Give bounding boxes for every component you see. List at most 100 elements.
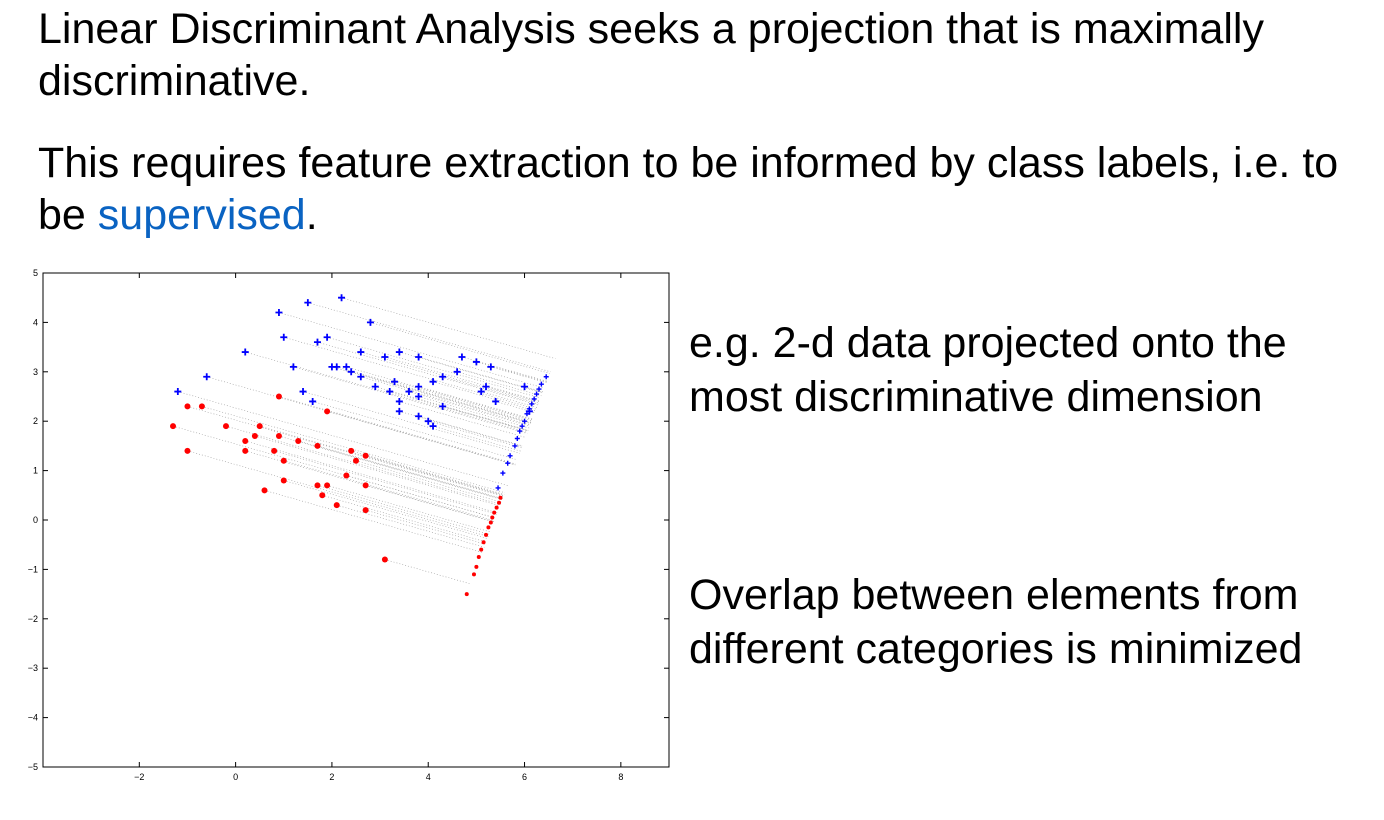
- projected-red-point: [484, 532, 489, 537]
- projected-red-point: [481, 540, 486, 545]
- class-blue-point: [366, 318, 374, 326]
- y-tick-label: 2: [33, 416, 38, 426]
- class-red-point: [314, 482, 321, 489]
- class-blue-point: [174, 388, 182, 396]
- class-blue-point: [453, 368, 461, 376]
- class-blue-point: [203, 373, 211, 381]
- class-red-point: [319, 492, 326, 499]
- class-blue-point: [415, 383, 423, 391]
- class-blue-point: [395, 348, 403, 356]
- projection-guide-line: [322, 495, 487, 543]
- projected-blue-point: [514, 435, 520, 441]
- projection-guide-line: [177, 391, 508, 486]
- class-blue-point: [415, 412, 423, 420]
- projection-guide-line: [384, 559, 471, 585]
- class-blue-point: [391, 378, 399, 386]
- projection-guide-line: [389, 391, 529, 432]
- class-blue-point: [328, 363, 336, 371]
- class-red-point: [362, 452, 369, 459]
- projection-guide-line: [293, 366, 528, 434]
- projection-guide-line: [418, 415, 523, 447]
- projected-red-point: [494, 505, 499, 510]
- plot-frame: [42, 272, 670, 768]
- projection-guide-line: [341, 297, 556, 359]
- projection-guide-line: [317, 445, 503, 499]
- class-blue-point: [381, 353, 389, 361]
- projection-guide-line: [365, 455, 505, 496]
- class-blue-point: [313, 338, 321, 346]
- projection-guide-line: [351, 371, 532, 424]
- class-red-point: [295, 437, 302, 444]
- class-red-point: [271, 447, 278, 454]
- projection-guide-line: [327, 336, 541, 399]
- overlap-note: Overlap between elements from different …: [689, 571, 1303, 673]
- class-red-point: [275, 393, 282, 400]
- class-blue-point: [299, 388, 307, 396]
- class-blue-point: [323, 333, 331, 341]
- projection-guide-line: [457, 371, 542, 397]
- projection-guide-line: [495, 401, 536, 413]
- projected-blue-point: [543, 374, 549, 380]
- class-blue-point: [304, 299, 312, 307]
- projected-blue-point: [517, 428, 523, 434]
- projected-red-point: [498, 495, 503, 500]
- class-blue-point: [424, 417, 432, 425]
- class-blue-point: [487, 363, 495, 371]
- class-blue-point: [347, 368, 355, 376]
- projection-guide-line: [365, 485, 494, 523]
- class-red-point: [362, 507, 369, 514]
- projected-blue-point: [495, 485, 501, 491]
- class-blue-point: [439, 373, 447, 381]
- projection-guide-line: [351, 450, 505, 495]
- lda-scatter-plot: −2 0 2 4 6 8 5 4 3 2 1 0 −1 −2 −3 −4 −5: [28, 268, 670, 782]
- y-tick-label: 0: [33, 515, 38, 525]
- projection-guide-line: [274, 450, 497, 515]
- class-red-point: [348, 447, 355, 454]
- class-red-point: [333, 502, 340, 509]
- projection-guide-line: [461, 356, 548, 382]
- projected-blue-point: [519, 423, 525, 429]
- projected-blue-point: [538, 381, 544, 387]
- projected-blue-point: [529, 401, 535, 407]
- y-tick-label: −4: [28, 713, 38, 723]
- supervision-paragraph-text: This requires feature extraction to be i…: [38, 139, 1339, 239]
- class-blue-point: [241, 348, 249, 356]
- class-blue-point: [357, 348, 365, 356]
- projection-guide-line: [298, 440, 503, 500]
- class-red-point: [261, 487, 268, 494]
- x-tick-label: 2: [329, 772, 334, 782]
- projected-blue-point: [500, 470, 506, 476]
- projection-guide-line: [327, 485, 491, 533]
- x-tick-label: 4: [426, 772, 431, 782]
- class-red-point: [353, 457, 359, 464]
- projection-guide-line: [346, 366, 533, 421]
- intro-paragraph: Linear Discriminant Analysis seeks a pro…: [38, 5, 1264, 105]
- class-red-point: [170, 423, 177, 430]
- projection-guide-line: [283, 336, 537, 410]
- class-red-point: [280, 477, 287, 484]
- projected-blue-point: [507, 453, 513, 459]
- class-blue-point: [275, 309, 283, 317]
- projection-guide-line: [225, 425, 501, 505]
- projected-red-point: [474, 564, 479, 569]
- projection-guide-line: [375, 386, 529, 431]
- projection-guide-line: [187, 450, 489, 537]
- projection-guide-line: [278, 396, 516, 465]
- projection-lines: [172, 297, 556, 585]
- projection-guide-line: [331, 366, 532, 424]
- projection-guide-line: [336, 366, 532, 423]
- projected-red-point: [490, 515, 495, 520]
- class-blue-point: [395, 407, 403, 415]
- class-blue-point: [405, 388, 413, 396]
- projection-guide-line: [278, 312, 545, 389]
- class-red-point: [184, 447, 191, 454]
- class-red-point: [280, 457, 287, 464]
- projection-guide-line: [336, 504, 485, 548]
- class-red-point: [251, 433, 258, 440]
- class-blue-point: [429, 378, 437, 386]
- x-tick-labels: −2 0 2 4 6 8: [134, 772, 623, 782]
- y-tick-label: 4: [33, 317, 38, 327]
- y-tick-label: 1: [33, 466, 38, 476]
- class-red-point: [184, 403, 191, 410]
- projection-guide-line: [399, 411, 523, 447]
